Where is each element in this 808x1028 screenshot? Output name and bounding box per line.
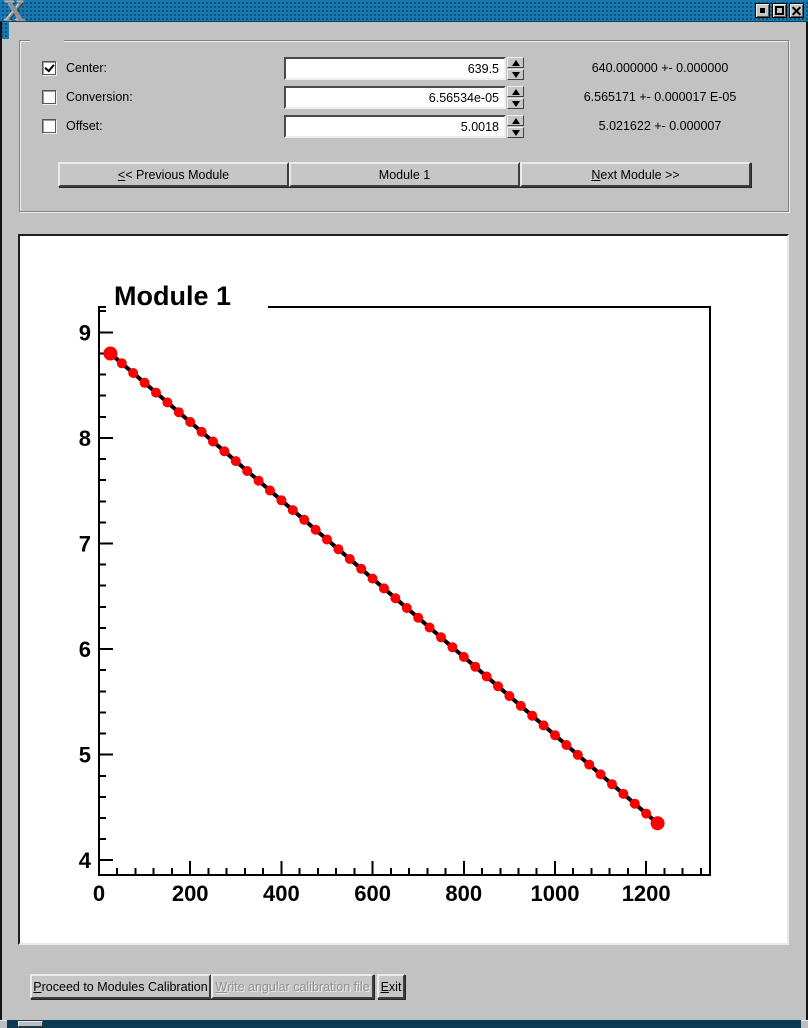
next-module-label: ext Module >> <box>600 167 680 182</box>
conversion-spin-up-button[interactable] <box>507 86 524 97</box>
svg-text:1000: 1000 <box>530 881 579 906</box>
center-spinbox[interactable]: 639.5 <box>284 57 506 80</box>
exit-mnemonic: E <box>380 979 389 994</box>
current-module-button[interactable]: Module 1 <box>289 162 520 187</box>
center-spin-up-button[interactable] <box>507 57 524 68</box>
offset-row: Offset: 5.0018 5.021622 +- 0.000007 <box>0 115 808 138</box>
svg-text:400: 400 <box>263 881 300 906</box>
svg-text:6: 6 <box>79 637 91 662</box>
minimize-button[interactable] <box>755 3 770 18</box>
center-fit-value: 640.000000 +- 0.000000 <box>591 61 729 75</box>
offset-spin-buttons <box>507 115 524 138</box>
maximize-button[interactable] <box>772 3 787 18</box>
offset-checkbox[interactable] <box>42 119 56 133</box>
arrow-down-icon <box>511 129 520 136</box>
offset-spin-up-button[interactable] <box>507 115 524 126</box>
svg-text:200: 200 <box>172 881 209 906</box>
svg-text:5: 5 <box>79 743 91 768</box>
conversion-value: 6.56534e-05 <box>428 90 499 105</box>
proceed-mnemonic: P <box>33 979 42 994</box>
check-icon <box>44 61 55 73</box>
offset-value: 5.0018 <box>460 119 499 134</box>
titlebar-buttons <box>755 3 804 18</box>
svg-text:7: 7 <box>79 531 91 556</box>
svg-text:0: 0 <box>93 881 105 906</box>
maximize-icon <box>775 6 784 15</box>
titlebar-left-notch <box>0 22 9 39</box>
write-label: rite angular calibration file <box>227 979 370 994</box>
arrow-up-icon <box>511 59 520 66</box>
center-spin-down-button[interactable] <box>507 69 524 80</box>
conversion-fit-value: 6.565171 +- 0.000017 E-05 <box>583 90 737 104</box>
svg-text:8: 8 <box>79 426 91 451</box>
window-right-edge <box>806 22 808 1020</box>
window-left-edge <box>0 22 2 1020</box>
close-button[interactable] <box>789 3 804 18</box>
resize-corner-left[interactable] <box>0 1020 7 1028</box>
offset-label: Offset: <box>66 119 103 133</box>
offset-fit-value: 5.021622 +- 0.000007 <box>598 119 722 133</box>
center-value: 639.5 <box>467 61 499 76</box>
center-label: Center: <box>66 61 107 75</box>
svg-text:Module 1: Module 1 <box>114 281 231 311</box>
svg-text:600: 600 <box>354 881 391 906</box>
resize-handle[interactable] <box>18 1021 43 1027</box>
arrow-down-icon <box>511 100 520 107</box>
conversion-row: Conversion: 6.56534e-05 6.565171 +- 0.00… <box>0 86 808 109</box>
groupbox-title-gap <box>30 37 64 43</box>
offset-spin-down-button[interactable] <box>507 127 524 138</box>
close-icon <box>791 5 802 16</box>
svg-text:800: 800 <box>445 881 482 906</box>
conversion-spinbox[interactable]: 6.56534e-05 <box>284 86 506 109</box>
previous-module-label: < Previous Module <box>125 167 230 182</box>
module-calibration-plot: 0 200 400 600 800 1000 1200 4 5 6 7 8 9 Module 1 <box>79 280 711 906</box>
minimize-icon <box>760 8 765 13</box>
calibration-parameters-groupbox <box>19 40 789 212</box>
window-titlebar[interactable] <box>0 0 808 22</box>
previous-module-mnemonic: < <box>117 167 126 182</box>
proceed-label: roceed to Modules Calibration <box>41 979 208 994</box>
center-spin-buttons <box>507 57 524 80</box>
window-bottom-border <box>0 1020 808 1028</box>
center-checkbox[interactable] <box>42 61 56 75</box>
x-window-logo-icon: X <box>4 0 26 28</box>
conversion-spin-down-button[interactable] <box>507 98 524 109</box>
arrow-up-icon <box>511 117 520 124</box>
write-mnemonic: W <box>215 979 228 994</box>
conversion-spin-buttons <box>507 86 524 109</box>
svg-text:4: 4 <box>79 848 92 873</box>
plot-canvas[interactable]: 0 200 400 600 800 1000 1200 4 5 6 7 8 9 Module 1 <box>18 234 789 945</box>
previous-module-button[interactable]: < < Previous Module <box>58 162 289 187</box>
svg-text:9: 9 <box>79 320 91 345</box>
resize-corner-right[interactable] <box>801 1020 808 1028</box>
conversion-label: Conversion: <box>66 90 133 104</box>
arrow-up-icon <box>511 88 520 95</box>
next-module-mnemonic: N <box>591 167 601 182</box>
arrow-down-icon <box>511 71 520 78</box>
exit-label: xit <box>388 979 402 994</box>
center-row: Center: 639.5 640.000000 +- 0.000000 <box>0 57 808 80</box>
current-module-label: Module 1 <box>378 167 431 182</box>
offset-spinbox[interactable]: 5.0018 <box>284 115 506 138</box>
svg-text:1200: 1200 <box>622 881 671 906</box>
conversion-checkbox[interactable] <box>42 90 56 104</box>
